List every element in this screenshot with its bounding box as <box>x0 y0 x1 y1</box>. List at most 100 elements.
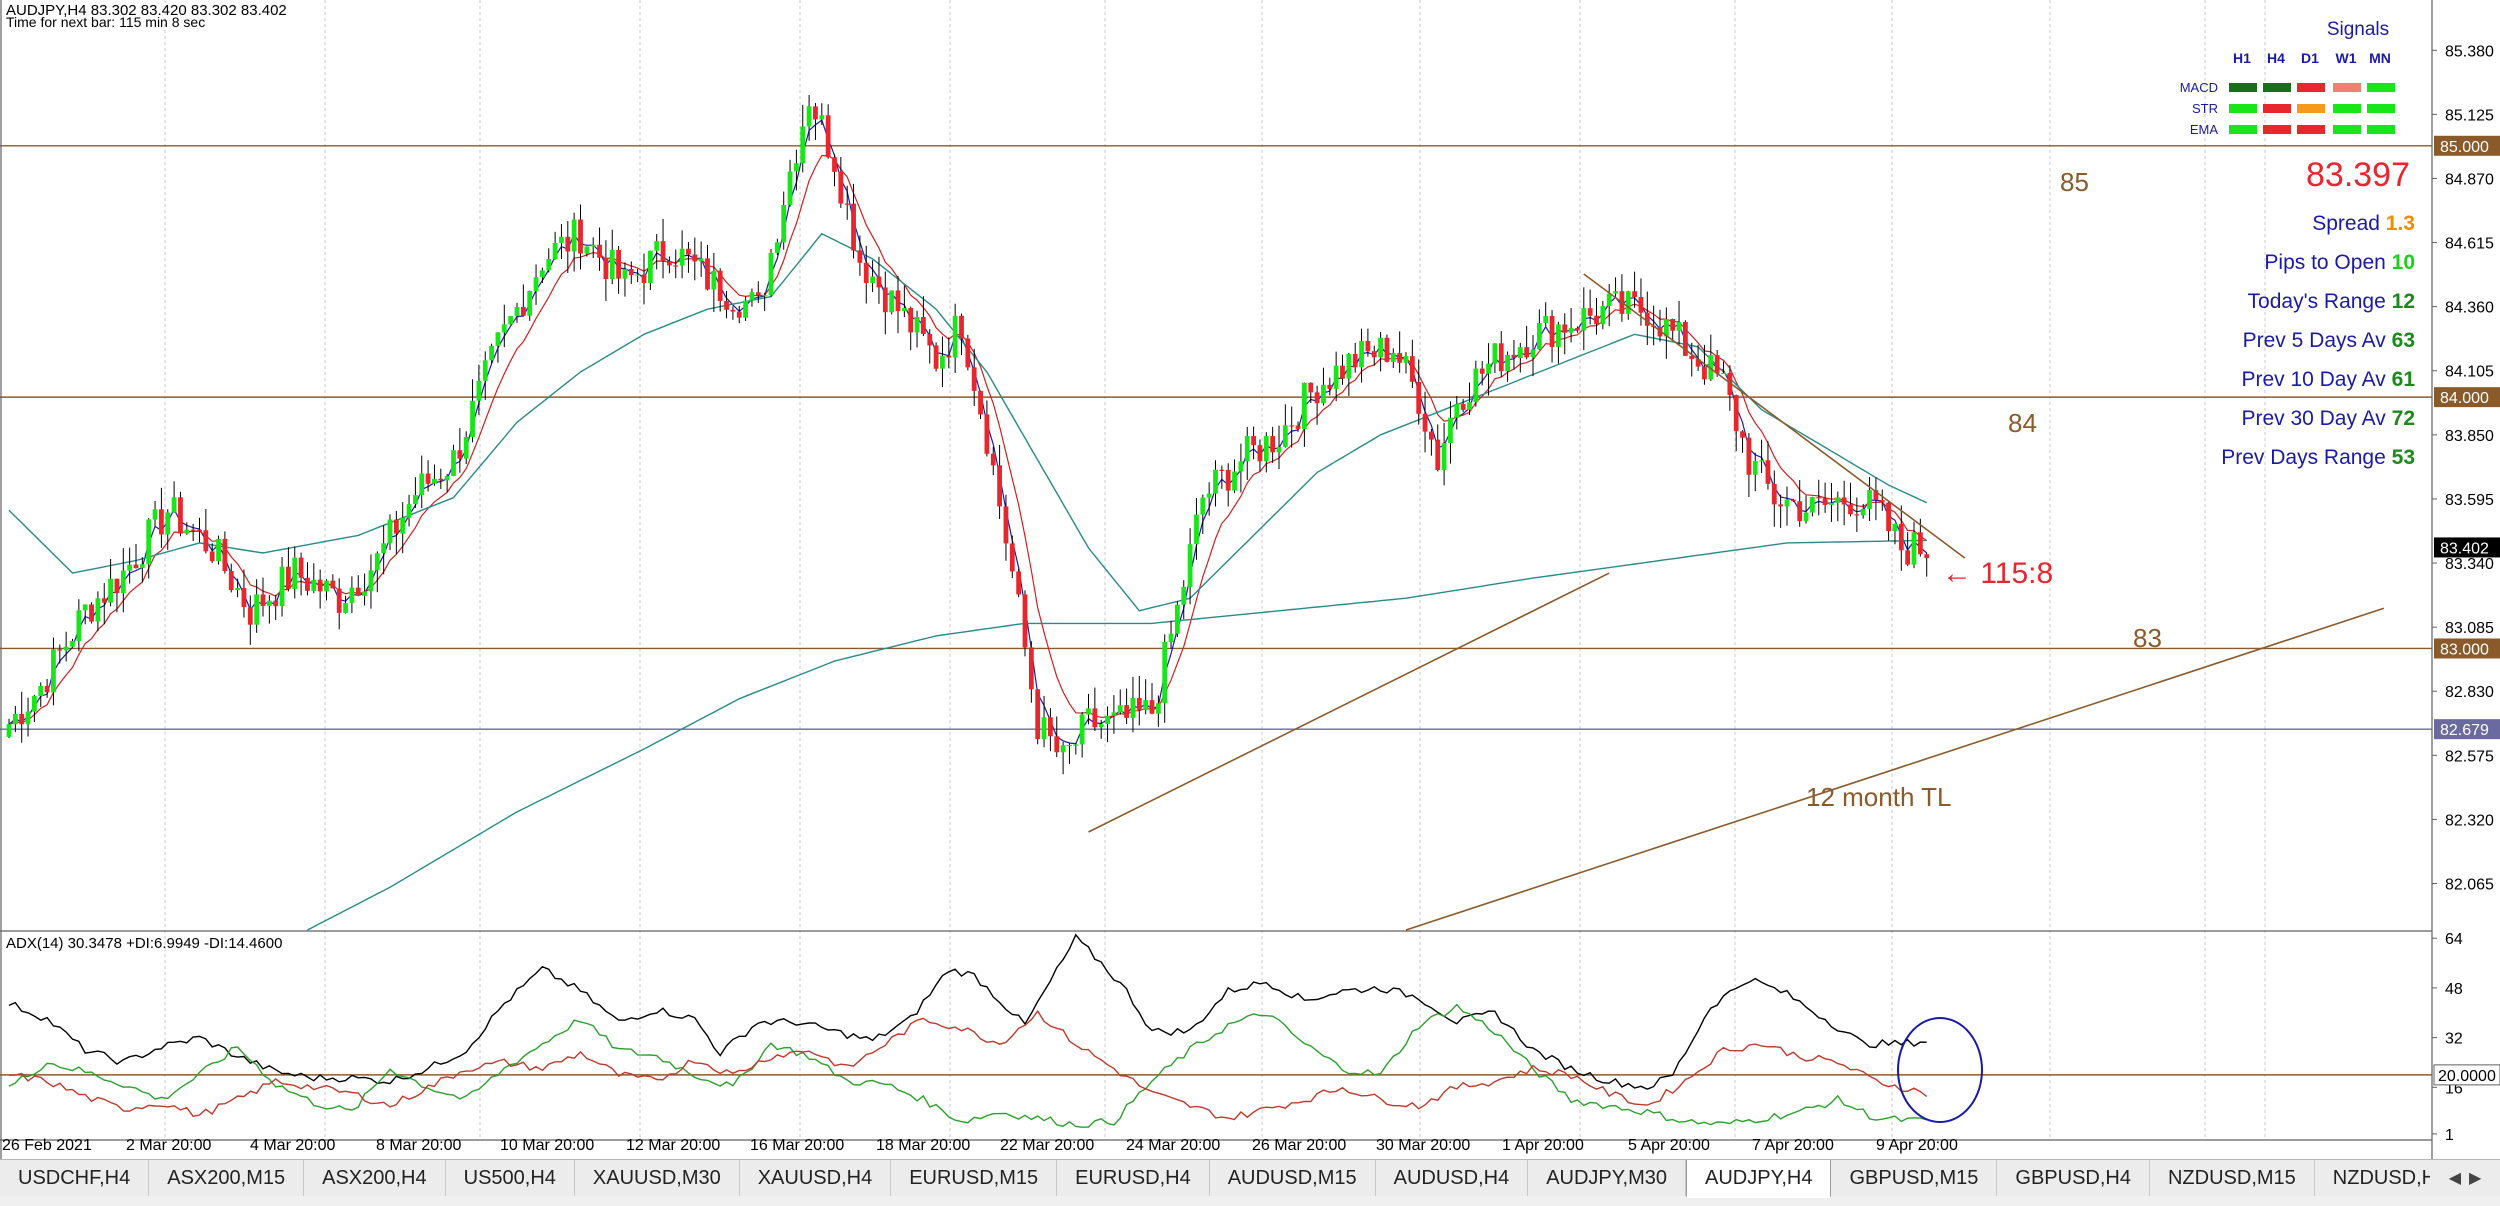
candle-up <box>1892 523 1898 532</box>
chart-tab[interactable]: AUDUSD,H4 <box>1375 1160 1529 1196</box>
candle-up <box>609 249 615 279</box>
signals-col-h1: H1 <box>2233 50 2251 66</box>
time-label: 9 Apr 20:00 <box>1876 1137 1958 1154</box>
candle-down <box>1575 327 1580 331</box>
candle-up <box>1473 368 1479 403</box>
chart-tab[interactable]: AUDJPY,M30 <box>1528 1160 1686 1196</box>
price-tick-label: 82.830 <box>2445 684 2494 701</box>
candle-down <box>578 219 583 254</box>
candle-up <box>489 345 494 361</box>
countdown-label: ← 115:8 <box>1942 557 2053 590</box>
chart-tab[interactable]: EURUSD,H4 <box>1057 1160 1210 1196</box>
candle-up <box>1606 293 1612 307</box>
chart-tab[interactable]: XAUUSD,M30 <box>574 1160 740 1196</box>
candle-up <box>914 316 920 333</box>
candle-up <box>635 274 641 276</box>
candle-up <box>1359 340 1364 368</box>
candle-up <box>32 696 37 712</box>
tab-scroll-controls: ◀ ▶ <box>2430 1160 2500 1196</box>
chart-tab[interactable]: NZDUSD,M15 <box>2149 1160 2315 1196</box>
candle-up <box>901 307 907 312</box>
candle-up <box>1098 723 1104 728</box>
candle-up <box>546 258 552 271</box>
candle-up <box>419 473 425 496</box>
candle-up <box>1752 460 1758 475</box>
candle-down <box>425 473 431 484</box>
chart-tab[interactable]: GBPUSD,M15 <box>1831 1160 1998 1196</box>
candle-up <box>374 553 380 571</box>
candle-down <box>1136 697 1142 711</box>
candle-down <box>1251 436 1256 446</box>
chart-tab[interactable]: EURUSD,M15 <box>891 1160 1058 1196</box>
candle-down <box>457 450 463 459</box>
candle-down <box>393 519 399 534</box>
level-tag-label: 83.000 <box>2440 641 2489 658</box>
candle-down <box>984 414 990 454</box>
candle-down <box>1714 355 1720 374</box>
chart-tab[interactable]: XAUUSD,H4 <box>739 1160 892 1196</box>
candle-up <box>368 570 374 592</box>
candle-up <box>279 566 285 607</box>
candle-up <box>1676 321 1682 331</box>
candle-down <box>641 274 647 283</box>
candle-up <box>1321 384 1326 404</box>
tab-scroll-left-icon[interactable]: ◀ <box>2448 1170 2461 1187</box>
chart-tab[interactable]: ASX200,H4 <box>304 1160 446 1196</box>
price-tick-label: 83.595 <box>2445 492 2494 509</box>
candle-up <box>476 380 482 401</box>
candle-up <box>95 598 101 622</box>
candle-up <box>571 219 577 252</box>
candle-up <box>25 711 31 725</box>
chart-tab[interactable]: GBPUSD,H4 <box>1997 1160 2150 1196</box>
level-tag-label: 84.000 <box>2440 390 2489 407</box>
candle-up <box>1784 499 1790 507</box>
price-tick-label: 84.360 <box>2445 300 2494 317</box>
signal-cell <box>2367 104 2395 113</box>
candle-up <box>1803 512 1809 522</box>
candle-up <box>1232 471 1237 491</box>
candle-up <box>584 246 590 254</box>
candle-up <box>1860 508 1866 516</box>
candle-down <box>1365 340 1371 352</box>
candle-down <box>273 600 279 607</box>
candle-up <box>51 649 56 693</box>
candle-up <box>1244 436 1250 462</box>
chart-tab[interactable]: ASX200,M15 <box>149 1160 305 1196</box>
candle-down <box>1822 498 1828 505</box>
candle-up <box>1302 382 1307 429</box>
candle-down <box>1479 368 1485 374</box>
chart-tab[interactable]: USDCHF,H4 <box>0 1160 150 1196</box>
candle-up <box>679 248 685 266</box>
signals-col-h4: H4 <box>2267 50 2285 66</box>
time-label: 30 Mar 20:00 <box>1376 1137 1470 1154</box>
level-tag <box>2434 135 2500 156</box>
candle-up <box>381 543 387 554</box>
info-row-value: 1.3 <box>2386 212 2415 235</box>
candle-up <box>870 276 875 283</box>
candle-down <box>44 685 50 693</box>
chart-tab[interactable]: AUDUSD,M15 <box>1209 1160 1376 1196</box>
adx-level-tag-label: 20.0000 <box>2438 1068 2496 1085</box>
candle-up <box>463 436 469 459</box>
info-row-label: Spread <box>2312 212 2386 235</box>
time-label: 4 Mar 20:00 <box>250 1137 335 1154</box>
price-tick-label: 83.085 <box>2445 620 2494 637</box>
candle-up <box>6 724 12 737</box>
tab-scroll-right-icon[interactable]: ▶ <box>2469 1170 2482 1187</box>
candle-up <box>1505 354 1510 372</box>
candle-up <box>1238 461 1244 472</box>
candle-up <box>482 360 488 381</box>
candle-up <box>1181 586 1187 605</box>
chart-tab[interactable]: US500,H4 <box>445 1160 575 1196</box>
candle-down <box>1054 736 1060 753</box>
chart-tab[interactable]: AUDJPY,H4 <box>1686 1160 1832 1198</box>
candle-down <box>336 588 342 613</box>
candle-down <box>1219 469 1225 471</box>
bar-timer: Time for next bar: 115 min 8 sec <box>6 14 205 30</box>
candle-up <box>495 332 501 346</box>
signal-cell <box>2263 83 2291 92</box>
time-label: 1 Apr 20:00 <box>1502 1137 1584 1154</box>
candle-down <box>597 244 602 258</box>
candle-down <box>717 270 723 301</box>
